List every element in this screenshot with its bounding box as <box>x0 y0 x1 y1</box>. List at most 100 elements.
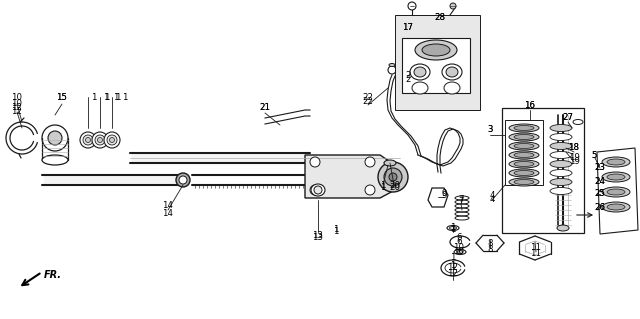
Ellipse shape <box>573 120 583 124</box>
Text: 12: 12 <box>447 263 458 272</box>
Text: 1: 1 <box>113 93 119 101</box>
Ellipse shape <box>410 64 430 80</box>
Text: 7: 7 <box>458 196 464 204</box>
Text: 2: 2 <box>405 76 411 85</box>
Ellipse shape <box>48 131 62 145</box>
Circle shape <box>408 2 416 10</box>
Ellipse shape <box>457 250 463 254</box>
Ellipse shape <box>602 157 630 167</box>
Ellipse shape <box>109 137 115 143</box>
Ellipse shape <box>607 174 625 180</box>
Ellipse shape <box>550 152 572 159</box>
Text: 28: 28 <box>435 13 445 23</box>
Text: 4: 4 <box>489 190 495 199</box>
Text: 20: 20 <box>390 181 401 189</box>
Text: 28: 28 <box>435 13 445 23</box>
Text: 1: 1 <box>333 227 339 236</box>
Text: 21: 21 <box>259 103 271 113</box>
Text: 1: 1 <box>451 224 456 233</box>
Ellipse shape <box>550 179 572 186</box>
Ellipse shape <box>42 125 68 151</box>
Ellipse shape <box>550 133 572 140</box>
Text: 5: 5 <box>591 151 596 160</box>
Ellipse shape <box>442 64 462 80</box>
Text: 5: 5 <box>591 151 596 160</box>
Bar <box>402 38 470 93</box>
Ellipse shape <box>602 172 630 182</box>
Ellipse shape <box>314 186 322 194</box>
Ellipse shape <box>107 135 117 145</box>
Text: 8: 8 <box>487 246 493 255</box>
Text: 12: 12 <box>12 103 22 113</box>
Text: 19: 19 <box>568 158 579 167</box>
Text: 22: 22 <box>362 93 374 102</box>
Text: 9: 9 <box>442 189 447 197</box>
Ellipse shape <box>509 169 539 177</box>
Text: 15: 15 <box>56 93 67 101</box>
Ellipse shape <box>179 176 187 184</box>
Text: 22: 22 <box>362 98 374 107</box>
Ellipse shape <box>86 137 90 143</box>
Text: 6: 6 <box>456 234 461 242</box>
Ellipse shape <box>509 160 539 168</box>
Bar <box>502 108 584 233</box>
Ellipse shape <box>97 137 102 143</box>
Text: 13: 13 <box>312 233 323 241</box>
Text: 1: 1 <box>451 254 456 263</box>
Text: 1: 1 <box>103 93 109 101</box>
Circle shape <box>310 157 320 167</box>
Ellipse shape <box>95 135 105 145</box>
Text: 16: 16 <box>525 100 536 109</box>
Circle shape <box>310 185 320 195</box>
Ellipse shape <box>92 132 108 148</box>
Ellipse shape <box>412 82 428 94</box>
Text: 23: 23 <box>595 164 605 173</box>
Text: 9: 9 <box>442 190 447 199</box>
Text: 1: 1 <box>380 181 386 189</box>
Text: 18: 18 <box>568 144 579 152</box>
Text: 1: 1 <box>380 183 386 192</box>
Ellipse shape <box>550 124 572 131</box>
Text: 13: 13 <box>312 231 323 240</box>
Ellipse shape <box>509 142 539 150</box>
Polygon shape <box>428 188 448 207</box>
Ellipse shape <box>384 168 402 186</box>
Text: 1: 1 <box>104 93 109 101</box>
Text: 8: 8 <box>487 239 493 248</box>
Polygon shape <box>597 148 638 234</box>
Ellipse shape <box>83 135 93 145</box>
Ellipse shape <box>42 155 68 165</box>
Ellipse shape <box>550 160 572 167</box>
Ellipse shape <box>509 133 539 141</box>
Text: 12: 12 <box>12 108 22 116</box>
Ellipse shape <box>104 132 120 148</box>
Text: 24: 24 <box>595 176 605 186</box>
Text: 3: 3 <box>487 125 493 135</box>
Ellipse shape <box>602 187 630 197</box>
Ellipse shape <box>607 159 625 165</box>
Text: 10: 10 <box>12 93 22 101</box>
Text: 1: 1 <box>451 226 456 234</box>
Text: 4: 4 <box>489 196 495 204</box>
Text: 23: 23 <box>595 164 605 173</box>
Ellipse shape <box>550 143 572 150</box>
Ellipse shape <box>454 249 466 255</box>
Text: 1: 1 <box>451 261 456 270</box>
Text: 17: 17 <box>403 24 413 33</box>
Ellipse shape <box>389 63 395 66</box>
Ellipse shape <box>514 180 534 184</box>
Ellipse shape <box>557 225 569 231</box>
Text: 10: 10 <box>454 248 465 256</box>
Text: 12: 12 <box>447 269 458 278</box>
Ellipse shape <box>444 82 460 94</box>
Text: 18: 18 <box>568 144 579 152</box>
Text: 26: 26 <box>595 203 605 211</box>
Ellipse shape <box>447 226 459 231</box>
Circle shape <box>388 66 396 74</box>
Text: 16: 16 <box>525 100 536 109</box>
Text: 21: 21 <box>259 103 271 113</box>
Text: 3: 3 <box>487 125 493 135</box>
Text: 11: 11 <box>531 249 541 257</box>
Ellipse shape <box>449 226 456 229</box>
Ellipse shape <box>509 178 539 186</box>
